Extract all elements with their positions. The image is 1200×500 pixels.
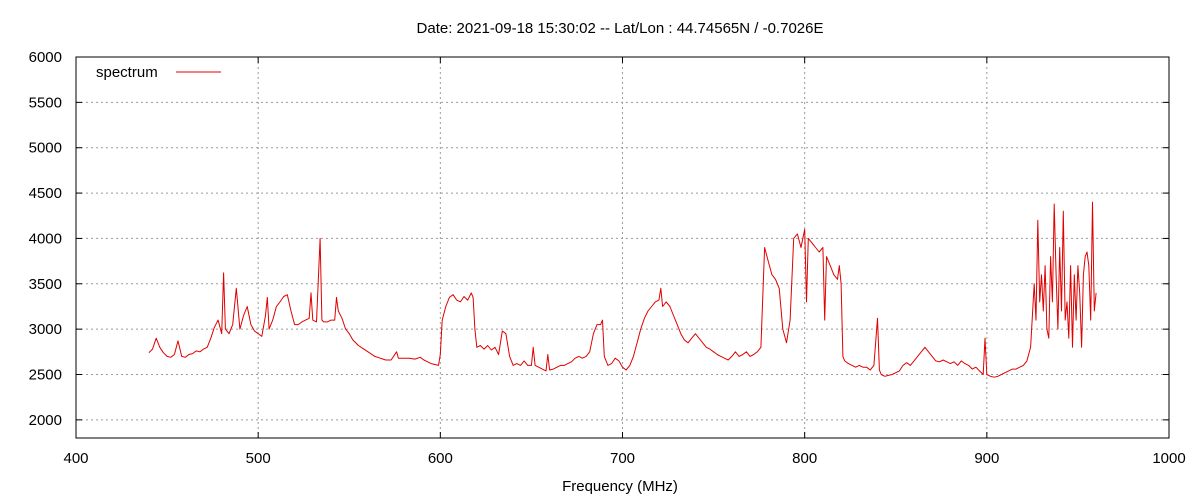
y-tick-label: 3000 [29, 321, 62, 338]
y-tick-label: 3500 [29, 276, 62, 293]
x-tick-label: 600 [428, 450, 453, 467]
y-tick-label: 2000 [29, 412, 62, 429]
y-tick-label: 6000 [29, 49, 62, 66]
y-tick-label: 4000 [29, 230, 62, 247]
tick-layer: 400 500 600 700 800 900 1000 2000 2500 3000 3500 40… [29, 49, 1186, 467]
y-tick-label: 5500 [29, 94, 62, 111]
grid-layer [76, 57, 1169, 438]
x-axis-title: Frequency (MHz) [562, 478, 678, 495]
x-tick-label: 700 [610, 450, 635, 467]
legend-label: spectrum [96, 64, 158, 81]
x-tick-label: 900 [974, 450, 999, 467]
y-tick-label: 2500 [29, 367, 62, 384]
series-layer [148, 201, 1097, 378]
chart-title: Date: 2021-09-18 15:30:02 -- Lat/Lon : 4… [417, 20, 824, 37]
y-tick-label: 4500 [29, 185, 62, 202]
y-tick-label: 5000 [29, 140, 62, 157]
legend: spectrum [96, 64, 221, 81]
x-tick-label: 800 [792, 450, 817, 467]
x-tick-label: 400 [63, 450, 88, 467]
x-tick-label: 500 [246, 450, 271, 467]
series-line-spectrum [148, 201, 1097, 378]
x-tick-label: 1000 [1152, 450, 1185, 467]
